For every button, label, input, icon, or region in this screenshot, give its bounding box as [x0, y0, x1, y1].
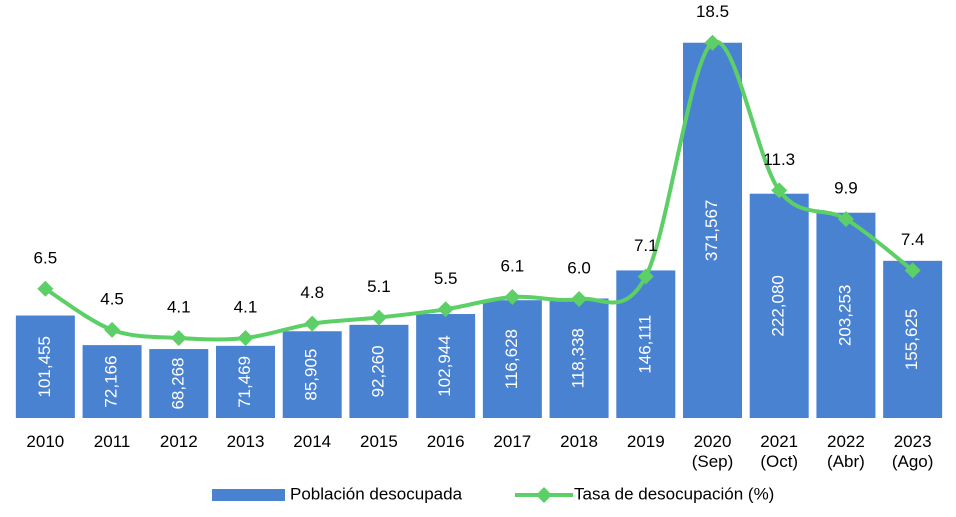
bar-value-label: 203,253	[835, 285, 854, 346]
line-value-label: 4.1	[167, 298, 191, 317]
line-marker	[837, 211, 854, 228]
line-value-label: 5.5	[434, 269, 458, 288]
bar	[816, 212, 876, 418]
line-value-label: 4.5	[100, 289, 124, 308]
line-value-label: 18.5	[696, 2, 729, 21]
line-value-label: 5.1	[367, 277, 391, 296]
line-value-label: 11.3	[763, 150, 795, 169]
line	[44, 39, 914, 342]
line-marker	[637, 268, 654, 285]
line-marker	[437, 301, 454, 318]
bar-value-label: 102,944	[435, 335, 454, 396]
bar	[82, 345, 142, 418]
bar-value-label: 155,625	[902, 309, 921, 370]
bar-value-label: 101,455	[35, 336, 54, 397]
bar	[883, 260, 943, 418]
line-marker	[504, 289, 521, 306]
bar	[416, 314, 476, 418]
bar-value-label: 146,111	[635, 315, 654, 374]
line-value-label: 9.9	[834, 179, 858, 198]
x-tick-label: 2022 (Abr)	[827, 432, 865, 471]
x-tick-label: 2014	[293, 432, 332, 451]
bar-value-label: 72,166	[102, 356, 121, 408]
line-marker	[704, 34, 721, 51]
bar	[349, 324, 409, 418]
bar-value-label: 116,628	[502, 329, 521, 389]
line-marker	[370, 309, 387, 326]
bar	[482, 300, 542, 418]
x-tick-label: 2020 (Sep)	[691, 432, 734, 471]
bar-value-label: 71,469	[235, 356, 254, 408]
legend-swatch	[212, 489, 285, 501]
line-marker	[571, 291, 588, 308]
bar-value-label: 371,567	[702, 200, 721, 261]
legend-marker	[536, 487, 552, 503]
legend-label: Tasa de desocupación (%)	[574, 484, 774, 503]
x-tick-label: 2010	[26, 432, 65, 451]
bar	[216, 345, 275, 418]
line-marker	[304, 315, 321, 332]
line-marker	[904, 262, 921, 279]
line-marker	[170, 330, 187, 347]
bar-value-label: 118,338	[569, 328, 588, 388]
line-marker	[771, 182, 788, 199]
line-value-label: 4.8	[300, 283, 324, 302]
line-marker	[104, 321, 121, 338]
x-tick-label: 2016	[426, 432, 465, 451]
line-value-label: 6.0	[567, 259, 591, 278]
bar-value-label: 68,268	[168, 358, 187, 410]
x-tick-label: 2023 (Ago)	[891, 432, 934, 471]
bar-value-label: 92,260	[368, 345, 387, 397]
legend-label: Población desocupada	[290, 484, 463, 503]
bar	[616, 270, 676, 418]
bar	[683, 42, 742, 418]
x-tick-label: 2013	[226, 432, 265, 451]
bar	[549, 298, 609, 418]
line-value-label: 7.4	[901, 230, 925, 249]
line-value-label: 6.1	[501, 256, 525, 275]
bar	[749, 193, 809, 418]
x-tick-label: 2021 (Oct)	[760, 432, 799, 471]
line-value-label: 4.1	[234, 298, 258, 317]
x-tick-label: 2017	[493, 432, 532, 451]
x-tick-label: 2011	[93, 432, 131, 451]
x-tick-label: 2012	[159, 432, 198, 451]
bar-value-label: 85,905	[302, 349, 321, 401]
x-tick-label: 2019	[626, 432, 665, 451]
line-value-label: 7.1	[634, 236, 658, 255]
bar	[149, 349, 209, 418]
line-value-label: 6.5	[34, 248, 58, 267]
bar	[282, 331, 342, 418]
x-tick-label: 2018	[560, 432, 598, 451]
line-marker	[37, 280, 54, 297]
bar	[15, 315, 75, 418]
line-marker	[237, 330, 254, 347]
bar-value-label: 222,080	[769, 275, 788, 336]
x-tick-label: 2015	[360, 432, 398, 451]
